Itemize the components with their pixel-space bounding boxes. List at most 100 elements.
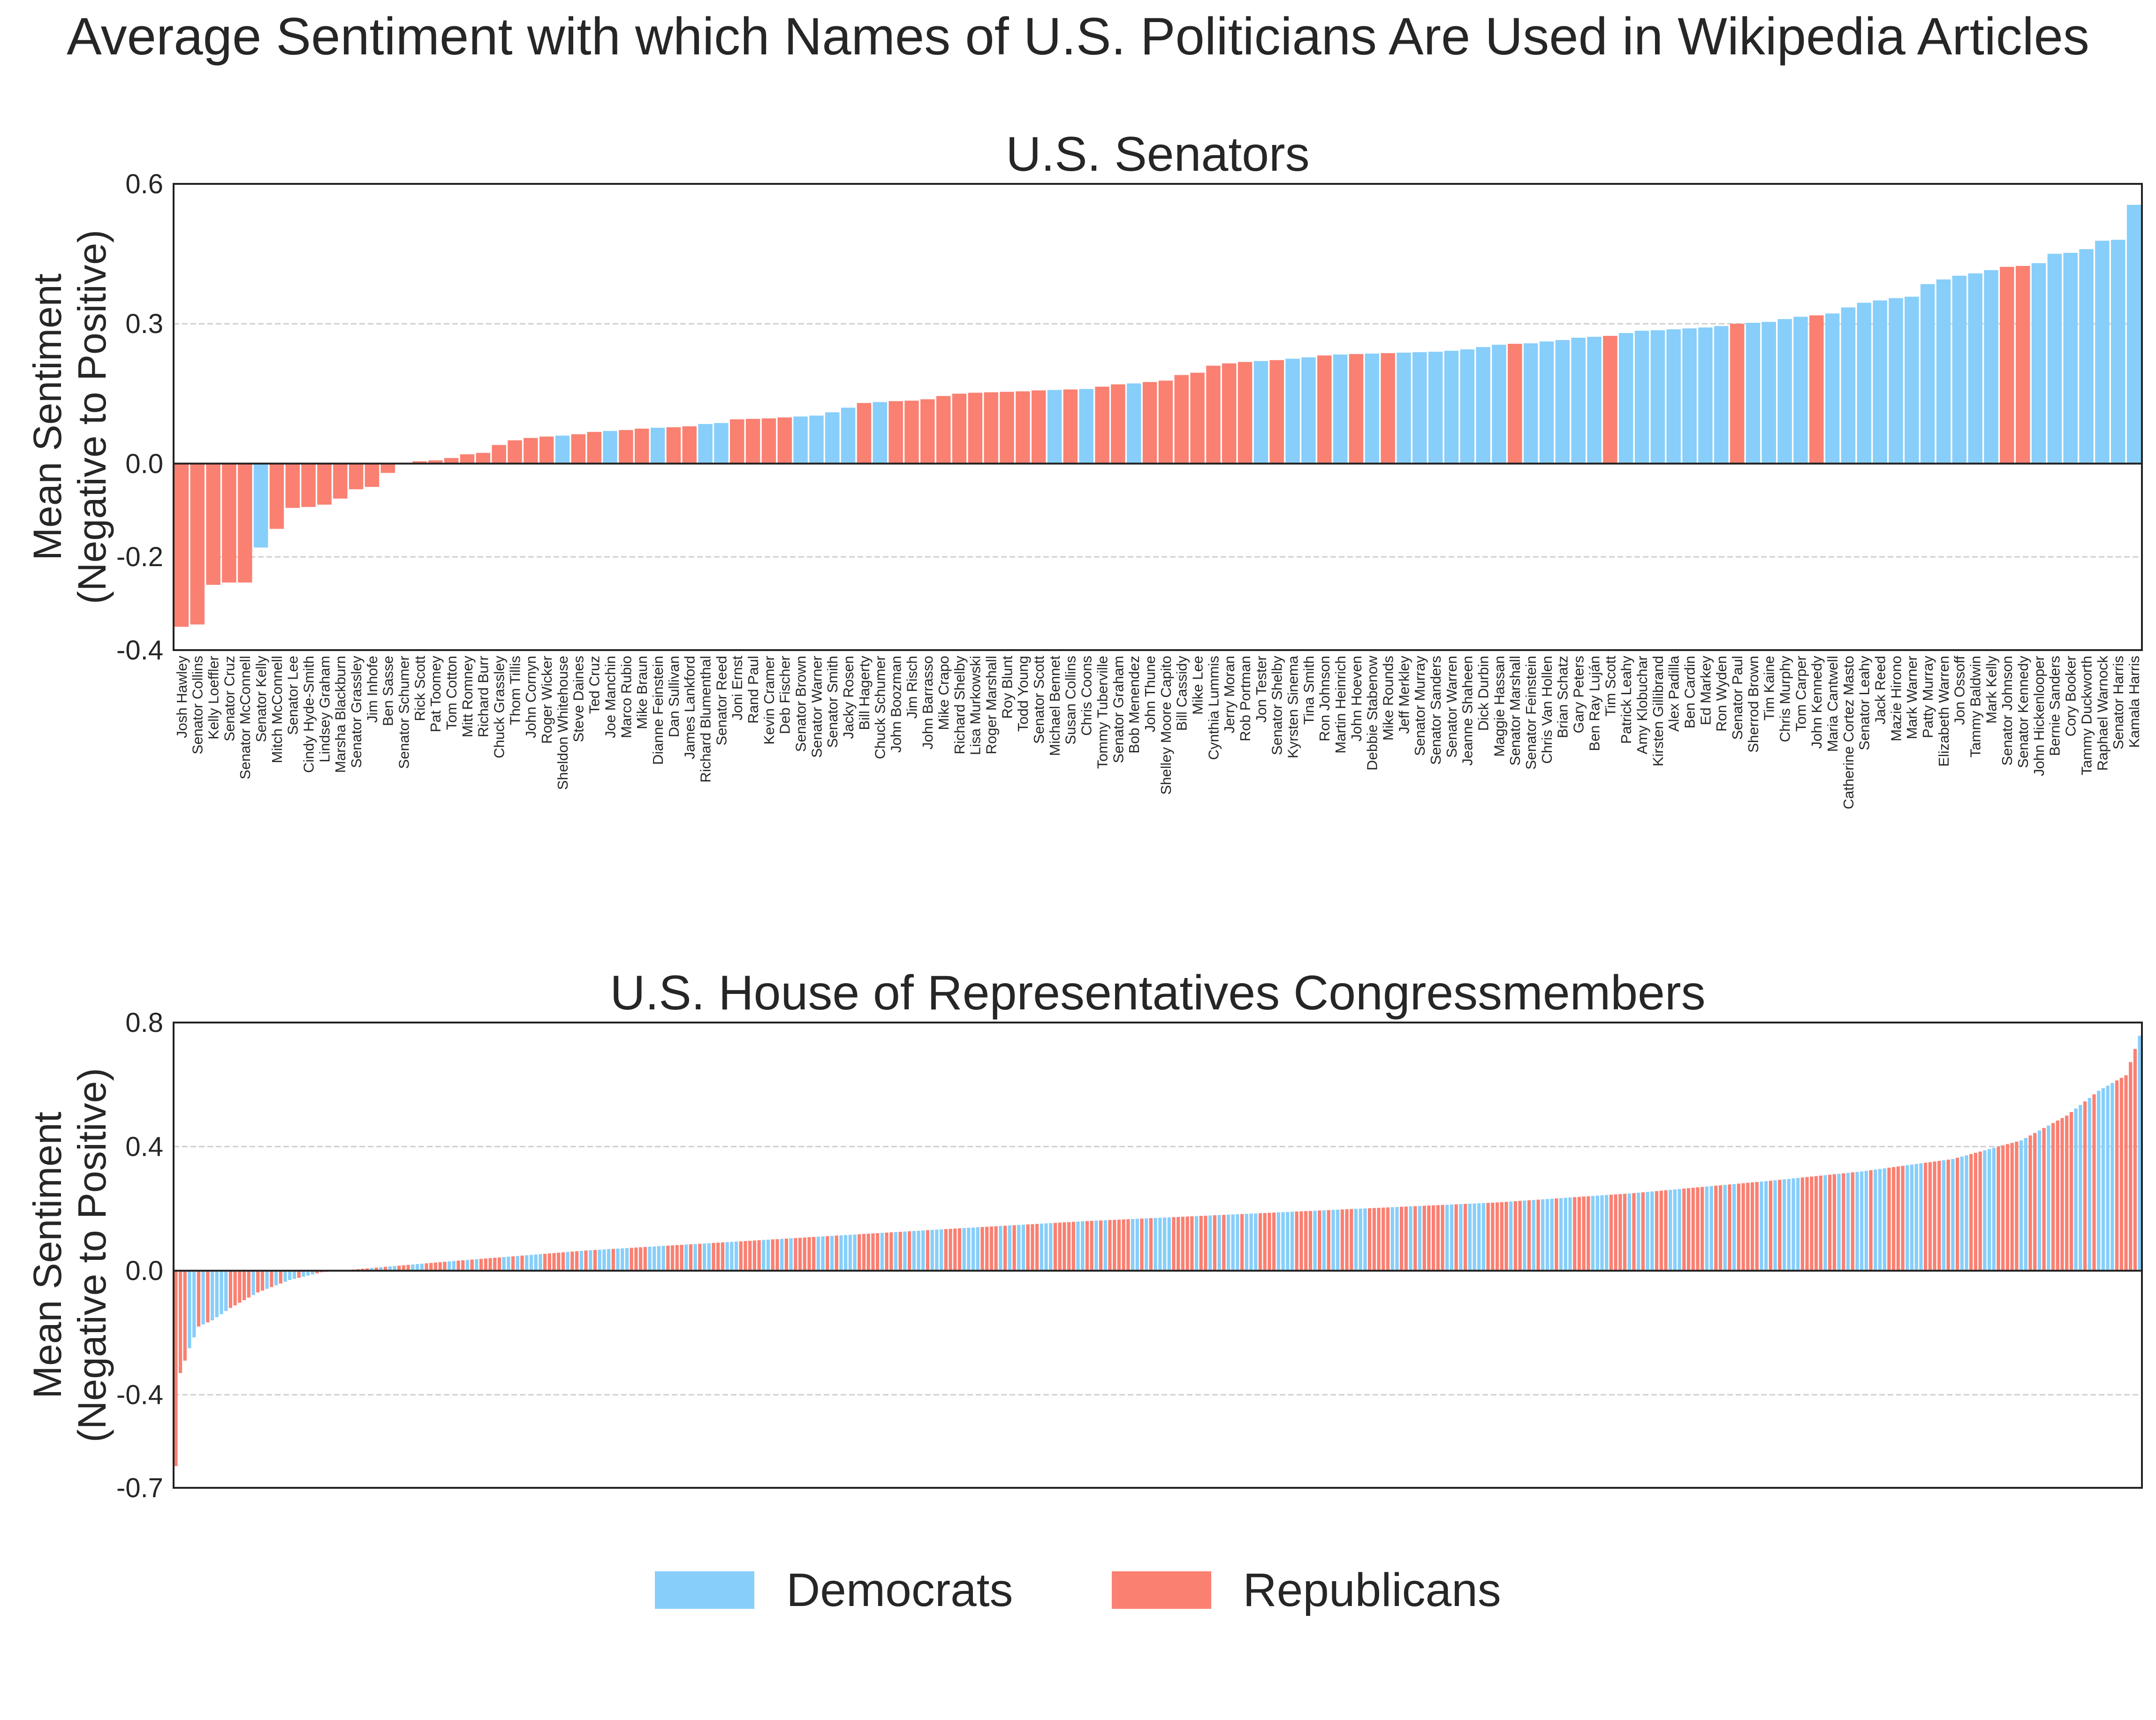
bar — [317, 463, 332, 505]
bar — [1427, 1205, 1431, 1271]
bar — [835, 1235, 838, 1271]
bar — [730, 1242, 734, 1271]
bar — [253, 463, 268, 548]
bar — [809, 416, 824, 464]
bar — [1539, 341, 1554, 464]
bar — [1509, 1201, 1513, 1271]
bar — [2074, 1108, 2078, 1271]
bar — [1905, 296, 1919, 464]
bar — [1997, 1146, 2000, 1271]
x-tick-label: Senator Feinstein — [1523, 656, 1539, 770]
bar — [826, 1236, 829, 1271]
bar — [311, 1271, 314, 1275]
bar — [1113, 1220, 1116, 1271]
bar — [1354, 1209, 1358, 1271]
bar — [1714, 326, 1729, 464]
bar — [857, 403, 872, 464]
democrats-swatch — [655, 1571, 755, 1609]
y-tick-label: -0.4 — [116, 1380, 163, 1410]
bar — [693, 1244, 697, 1271]
bar — [1190, 372, 1205, 464]
bar — [1063, 1222, 1066, 1271]
bar — [1587, 337, 1602, 464]
bar — [643, 1247, 647, 1271]
bar — [830, 1235, 834, 1271]
bar — [680, 1244, 683, 1271]
x-tick-label: Tom Cotton — [443, 656, 460, 730]
bar — [908, 1231, 911, 1271]
legend: Democrats Republicans — [0, 1557, 2156, 1623]
bar — [1016, 391, 1030, 464]
bar — [873, 402, 888, 464]
x-tick-label: Senator Harris — [2110, 656, 2126, 750]
bar — [653, 1246, 656, 1271]
bar — [858, 1234, 861, 1271]
bar — [593, 1250, 597, 1271]
bar — [1555, 1198, 1558, 1271]
bar — [1728, 1184, 1731, 1271]
x-tick-label: John Kennedy — [1808, 656, 1825, 749]
bar — [971, 1227, 975, 1271]
bar — [1761, 322, 1776, 464]
bar — [224, 1271, 228, 1311]
bar — [825, 412, 840, 464]
bar — [1436, 1205, 1440, 1271]
bar — [1473, 1203, 1476, 1271]
y-tick-label: -0.4 — [116, 635, 163, 666]
x-tick-label: Roger Wicker — [539, 656, 555, 744]
bar — [1404, 1206, 1408, 1271]
bar — [1253, 361, 1268, 464]
bar — [1892, 1167, 1896, 1271]
plot-frame — [173, 1022, 2143, 1489]
bar — [1463, 1204, 1467, 1271]
bar — [1655, 1191, 1659, 1271]
x-tick-label: Elizabeth Warren — [1936, 656, 1952, 767]
bar — [1978, 1152, 1982, 1271]
bar — [2138, 1036, 2141, 1271]
bar — [470, 1259, 474, 1271]
bar — [1236, 1214, 1239, 1271]
bar — [438, 1262, 442, 1271]
bar — [251, 1271, 255, 1295]
bar — [807, 1237, 811, 1271]
bar — [1079, 389, 1093, 464]
bar — [976, 1227, 979, 1271]
bar — [621, 1248, 624, 1271]
bar — [602, 1249, 606, 1271]
bar — [552, 1253, 556, 1271]
bar — [648, 1246, 652, 1271]
bar — [570, 1251, 574, 1271]
bar — [2088, 1098, 2091, 1271]
bar — [279, 1271, 282, 1284]
bar — [889, 1232, 893, 1271]
legend-item-republicans: Republicans — [1111, 1563, 1501, 1617]
bar — [904, 401, 919, 464]
bar — [2115, 1080, 2119, 1271]
bar — [288, 1271, 292, 1280]
x-tick-label: Senator Schumer — [396, 656, 412, 769]
bar — [2079, 249, 2094, 464]
bar — [388, 1266, 392, 1271]
y-tick-label: 0.8 — [125, 1008, 163, 1038]
bar — [1400, 1206, 1404, 1271]
bar — [1258, 1213, 1262, 1271]
bar — [571, 434, 586, 464]
x-tick-label: Senator Reed — [713, 656, 729, 745]
bar — [2010, 1143, 2014, 1271]
bar — [1837, 1174, 1841, 1271]
bar — [584, 1250, 588, 1271]
bar — [871, 1233, 875, 1271]
bar — [1365, 353, 1380, 464]
y-axis-label: Mean Sentiment(Negative to Positive) — [25, 230, 114, 604]
x-tick-label: Sheldon Whitehouse — [554, 656, 571, 790]
x-tick-label: Jim Risch — [903, 656, 920, 719]
bar — [1459, 1204, 1463, 1271]
x-tick-label: Bill Hagerty — [856, 656, 873, 730]
bar — [1905, 1165, 1909, 1271]
bar — [2005, 1144, 2010, 1271]
bar — [1627, 1193, 1631, 1271]
bar — [1814, 1176, 1818, 1271]
bar — [1793, 317, 1808, 464]
bar — [2129, 1062, 2133, 1271]
bar — [534, 1254, 538, 1271]
